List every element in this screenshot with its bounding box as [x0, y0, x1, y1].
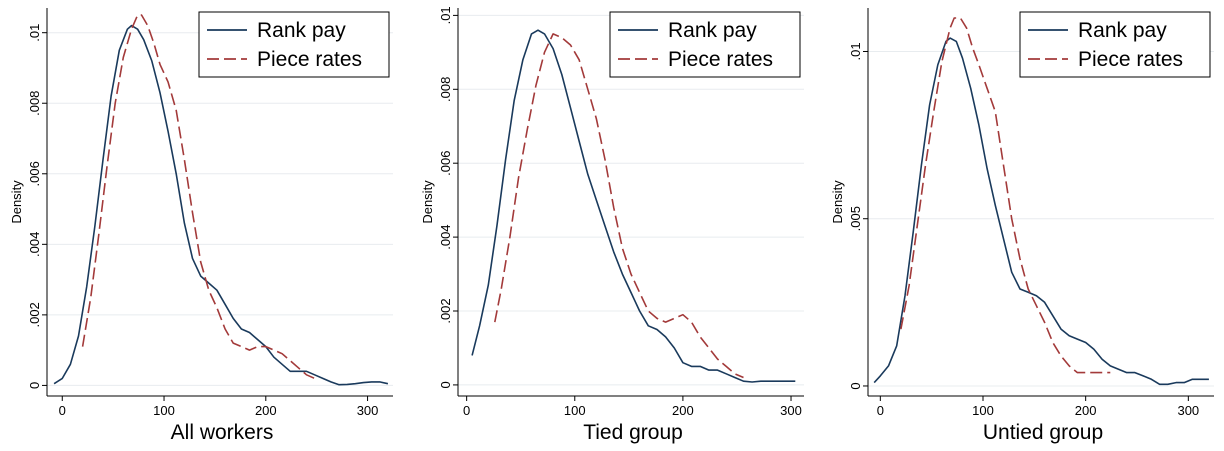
legend: Rank pay Piece rates: [198, 11, 390, 78]
y-tick-label: 0: [27, 382, 42, 389]
y-tick-label: .008: [438, 77, 453, 102]
y-axis-title: Density: [830, 180, 845, 224]
series-line-rank-pay: [873, 37, 1209, 386]
x-tick-label: 100: [972, 403, 994, 418]
series-line-piece-rates: [81, 14, 315, 380]
x-tick-label: 0: [463, 403, 470, 418]
series-lines: [873, 17, 1209, 386]
x-axis-title: Tied group: [583, 421, 683, 444]
legend: Rank pay Piece rates: [1019, 11, 1211, 78]
y-tick-label: .005: [848, 206, 863, 231]
series-line-piece-rates: [494, 33, 744, 379]
y-axis-title: Density: [420, 180, 435, 224]
x-tick-label: 200: [255, 403, 277, 418]
y-tick-label: 0: [848, 382, 863, 389]
panel-untied-group: 0.005.010 100 200 300 Density Untied group …: [830, 8, 1214, 444]
x-axis-title: All workers: [171, 421, 274, 444]
x-tick-label: 100: [153, 403, 175, 418]
legend-label-piece-rates: Piece rates: [257, 48, 362, 71]
y-tick-label: .004: [438, 224, 453, 249]
x-tick-label: 300: [1177, 403, 1199, 418]
legend-box: [198, 11, 390, 78]
y-tick-label: .008: [27, 91, 42, 116]
x-tick-label: 200: [1075, 403, 1097, 418]
legend-box: [1019, 11, 1211, 78]
x-axis-title: Untied group: [983, 421, 1103, 444]
ticks: 0 .005 .01 0 100 200 300: [848, 42, 1199, 418]
series-lines: [471, 29, 796, 383]
ticks: 0 .002 .004 .006 .008 .01 0 100 200 300: [27, 24, 378, 418]
y-tick-label: .01: [848, 42, 863, 60]
series-line-piece-rates: [900, 17, 1111, 374]
series-line-rank-pay: [53, 24, 389, 386]
series-lines: [53, 14, 389, 386]
y-tick-label: 0: [438, 381, 453, 388]
y-tick-label: .01: [27, 24, 42, 42]
x-tick-label: 200: [672, 403, 694, 418]
y-axis-title: Density: [9, 180, 24, 224]
x-tick-label: 100: [564, 403, 586, 418]
legend-label-rank-pay: Rank pay: [668, 19, 757, 42]
series-line-rank-pay: [471, 29, 796, 383]
y-tick-label: .004: [27, 232, 42, 257]
legend-label-piece-rates: Piece rates: [1078, 48, 1183, 71]
x-tick-label: 0: [877, 403, 884, 418]
legend: Rank pay Piece rates: [609, 11, 801, 78]
y-tick-label: .002: [27, 302, 42, 327]
panel-all-workers: 0 .002 .004 .006 .008 .01 0 100 200 300 Density A…: [9, 8, 393, 444]
x-tick-label: 300: [780, 403, 802, 418]
y-tick-label: .006: [438, 151, 453, 176]
x-tick-label: 0: [59, 403, 66, 418]
x-tick-label: 300: [357, 403, 379, 418]
legend-label-piece-rates: Piece rates: [668, 48, 773, 71]
ticks: 0 .002 .004 .006 .008 .01 0 100 200 300: [438, 6, 802, 418]
legend-box: [609, 11, 801, 78]
legend-label-rank-pay: Rank pay: [257, 19, 346, 42]
legend-label-rank-pay: Rank pay: [1078, 19, 1167, 42]
y-tick-label: .002: [438, 298, 453, 323]
y-tick-label: .01: [438, 6, 453, 24]
panel-tied-group: 0 .002 .004 .006 .008 .01 0 100 200 300 Density T…: [420, 6, 804, 444]
y-tick-label: .006: [27, 161, 42, 186]
